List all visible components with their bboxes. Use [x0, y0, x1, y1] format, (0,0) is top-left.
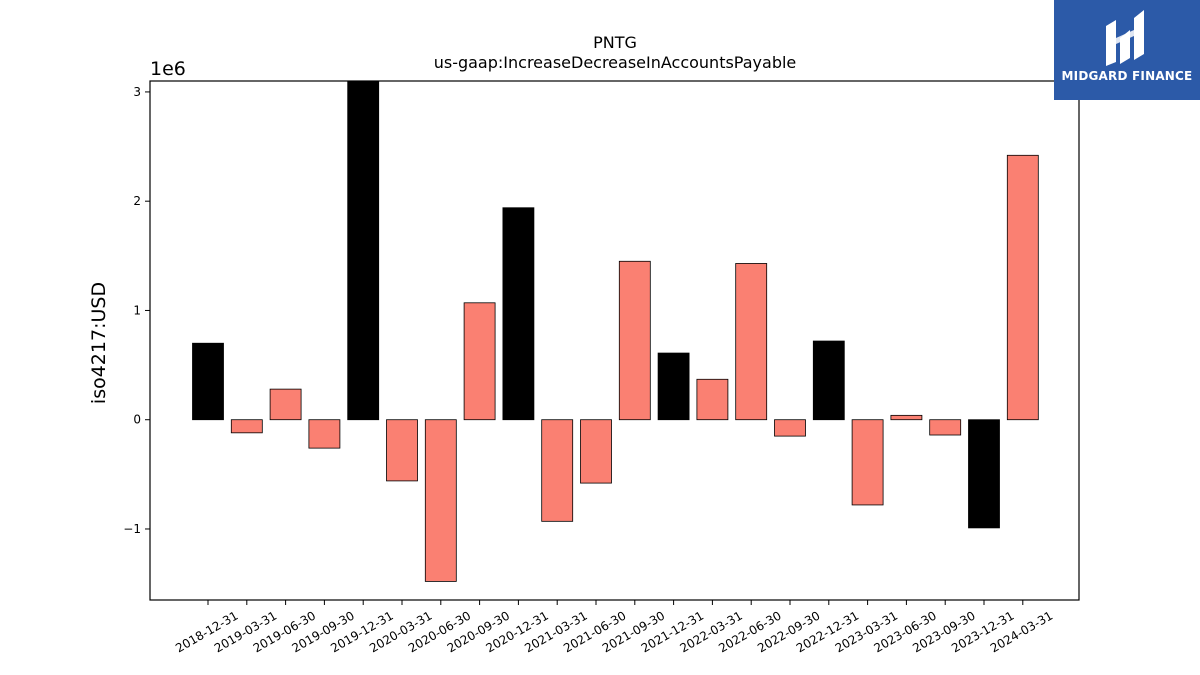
brand-name: MIDGARD FINANCE	[1061, 69, 1193, 83]
bar-2023-09-30	[929, 419, 962, 436]
y-tick-label: 2	[133, 194, 141, 208]
bar-2019-06-30	[269, 388, 302, 421]
bar-2021-12-31	[657, 352, 690, 421]
bar-2022-06-30	[735, 263, 768, 421]
y-axis: −1 0 1 2 3	[123, 85, 150, 536]
midgard-logo-icon	[1106, 10, 1144, 66]
bar-2023-03-31	[851, 419, 884, 506]
y-tick-label: 1	[133, 303, 141, 317]
bar-2022-12-31	[812, 340, 845, 421]
bar-2024-03-31	[1006, 154, 1039, 421]
y-tick-label: 0	[133, 413, 141, 427]
y-axis-label: iso4217:USD	[88, 282, 110, 404]
chart-subtitle: us-gaap:IncreaseDecreaseInAccountsPayabl…	[434, 53, 797, 72]
bar-2020-09-30	[463, 302, 496, 421]
plot-frame	[149, 80, 1080, 601]
y-tick-label: −1	[123, 522, 141, 536]
chart-title: PNTG	[593, 33, 637, 52]
y-tick-label: 3	[133, 85, 141, 99]
bars-group	[192, 80, 1039, 582]
bar-2021-09-30	[618, 260, 651, 421]
bar-2023-06-30	[890, 414, 923, 421]
bar-2020-12-31	[502, 207, 535, 421]
bar-2018-12-31	[192, 342, 224, 421]
bar-2019-03-31	[230, 419, 263, 434]
bar-2021-06-30	[580, 419, 612, 484]
bar-2022-09-30	[774, 419, 806, 437]
bar-2021-03-31	[541, 419, 574, 522]
bar-2023-12-31	[968, 419, 1000, 529]
bar-2019-09-30	[308, 419, 341, 449]
brand-logo: MIDGARD FINANCE	[1054, 0, 1200, 100]
bar-2022-03-31	[696, 378, 729, 421]
x-axis: 2018-12-312019-03-312019-06-302019-09-30…	[173, 600, 1055, 655]
bar-2020-06-30	[424, 419, 457, 582]
y-scale-label: 1e6	[150, 58, 186, 80]
bar-2020-03-31	[386, 419, 418, 482]
bar-2019-12-31	[347, 80, 380, 421]
